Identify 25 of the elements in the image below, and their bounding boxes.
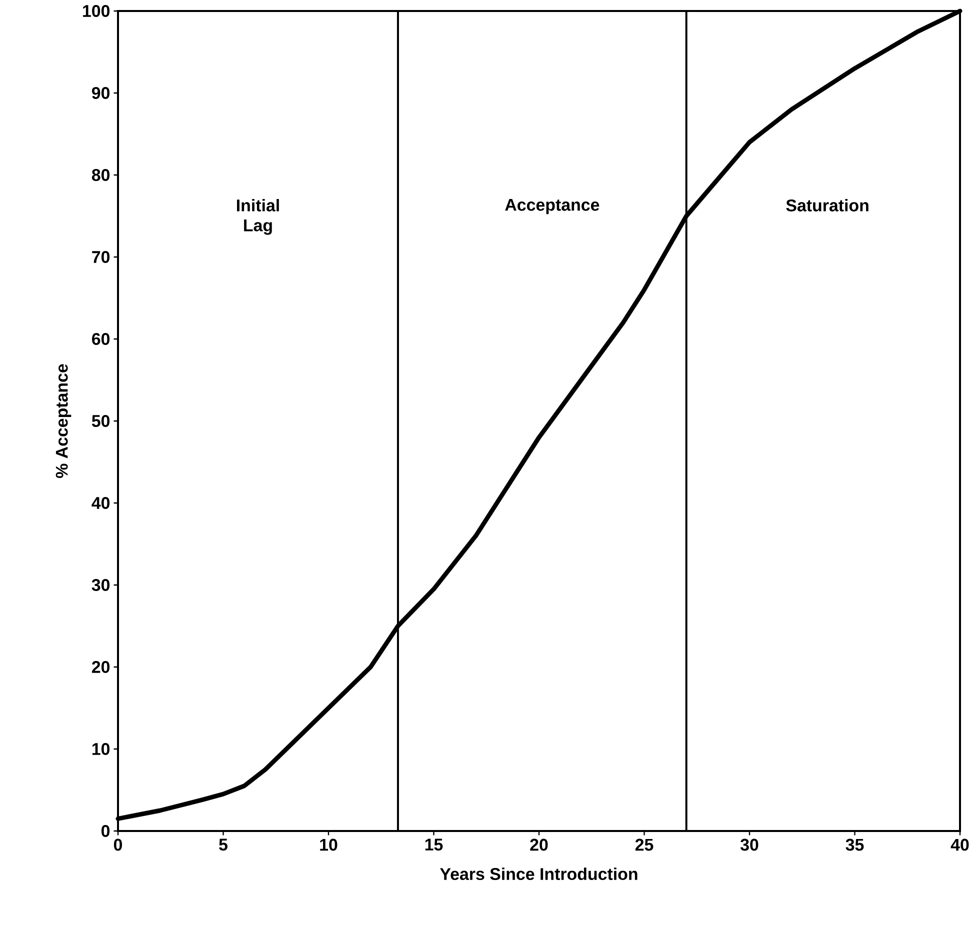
annotation: Initial Lag (237, 199, 279, 235)
x-tick-label: 30 (740, 838, 758, 851)
y-axis-title: % Acceptance (56, 364, 72, 478)
annotation: Saturation (786, 199, 868, 212)
y-tick-label: 60 (92, 332, 110, 345)
x-tick-label: 15 (425, 838, 443, 851)
annotation: Acceptance (505, 199, 600, 214)
x-tick-label: 5 (219, 838, 228, 851)
x-tick-label: 0 (114, 838, 122, 851)
y-tick-label: 70 (92, 250, 110, 263)
y-tick-label: 20 (92, 661, 110, 673)
y-tick-label: 50 (92, 414, 110, 427)
x-axis-title: Years Since Introduction (440, 868, 638, 880)
y-tick-label: 30 (92, 578, 110, 591)
y-tick-label: 10 (92, 743, 110, 755)
x-tick-label: 35 (846, 838, 864, 851)
y-tick-label: 90 (92, 86, 110, 99)
x-tick-label: 20 (530, 838, 548, 851)
x-tick-label: 10 (320, 838, 338, 851)
y-tick-label: 0 (101, 825, 110, 837)
x-tick-label: 40 (950, 838, 969, 851)
y-tick-label: 40 (92, 496, 110, 509)
y-tick-label: 80 (92, 168, 110, 181)
x-tick-label: 25 (635, 838, 654, 851)
y-tick-label: 100 (83, 4, 110, 17)
